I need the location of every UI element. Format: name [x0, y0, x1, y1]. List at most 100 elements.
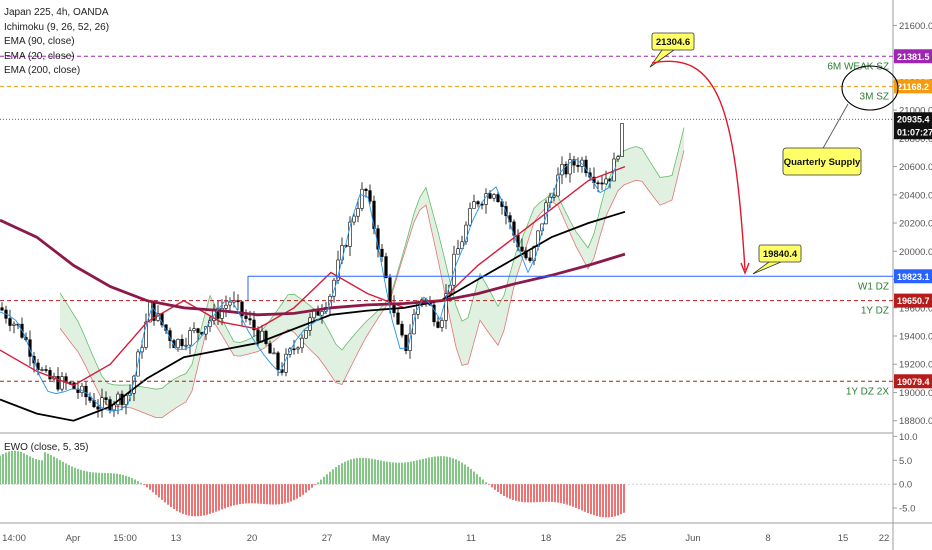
ewo-tick-label: 10.0 — [899, 432, 918, 443]
candle-body — [556, 174, 560, 197]
candle-body — [224, 304, 228, 309]
candle-body — [488, 193, 492, 199]
zone-label-3: 1Y DZ — [861, 306, 889, 317]
zone-label-4: 1Y DZ 2X — [846, 386, 889, 397]
candle-body — [104, 397, 108, 400]
candle-body — [344, 245, 348, 247]
candle-body — [192, 328, 196, 331]
candle-body — [144, 321, 148, 348]
zone-label-1: 3M SZ — [860, 91, 889, 102]
time-label: Jun — [685, 533, 700, 544]
candle-body — [296, 347, 300, 350]
callout-top-box — [651, 32, 695, 51]
candle-body — [124, 395, 128, 405]
quarterly-pointer — [821, 103, 849, 151]
candle-body — [552, 195, 556, 198]
senkou-b-line — [59, 150, 685, 419]
candle-body — [400, 323, 404, 336]
senkou-a-line — [59, 127, 685, 390]
quarterly-text: Quarterly Supply — [784, 157, 861, 168]
time-label: 11 — [466, 533, 476, 544]
candle-body — [56, 375, 60, 390]
zone-label-0: 6M WEAK SZ — [827, 61, 889, 72]
candle-body — [244, 315, 248, 319]
time-label: 13 — [171, 533, 182, 544]
time-label: 22 — [879, 533, 890, 544]
candle-body — [108, 399, 112, 411]
candle-body — [572, 159, 576, 166]
candle-body — [604, 178, 608, 185]
candle-body — [272, 352, 276, 355]
candle-body — [28, 339, 32, 357]
candle-body — [176, 338, 180, 349]
candle-body — [492, 194, 496, 199]
candle-body — [456, 248, 460, 255]
candle-body — [464, 224, 468, 243]
candle-body — [228, 301, 232, 306]
projection-arrow — [651, 60, 746, 271]
candle-body — [48, 370, 52, 380]
zone-badge-0-text: 21381.5 — [897, 52, 930, 62]
zone-badge-4 — [894, 374, 932, 389]
time-label: 25 — [616, 533, 627, 544]
time-label: Apr — [66, 533, 81, 544]
projection-arrowhead — [740, 262, 750, 275]
candle-body — [460, 241, 464, 250]
legend-symbol[interactable]: Japan 225, 4h, OANDA — [4, 7, 109, 18]
price-tick-label: 21000.0 — [899, 106, 932, 117]
last-price-text: 20935.4 — [897, 115, 930, 125]
price-tick-label: 20400.0 — [899, 190, 932, 201]
zone-badge-3-text: 19650.7 — [897, 296, 930, 306]
indicator-lines — [0, 158, 626, 422]
candle-body — [292, 348, 296, 351]
last-price-badge — [894, 112, 932, 140]
callout-top-text: 21304.6 — [656, 37, 690, 48]
candle-body — [40, 369, 44, 371]
price-axis[interactable]: 21600.021400.021200.021000.020800.020600… — [893, 21, 932, 515]
candle-body — [0, 307, 4, 311]
price-tick-label: 20000.0 — [899, 247, 932, 258]
legend-ema200[interactable]: EMA (200, close) — [4, 65, 81, 76]
zone-badge-3 — [894, 293, 932, 308]
ewo-histogram — [0, 450, 625, 518]
price-tick-label: 20200.0 — [899, 219, 932, 230]
price-tick-label: 19600.0 — [899, 303, 932, 314]
price-tick-label: 18800.0 — [899, 416, 932, 427]
candle-body — [476, 201, 480, 205]
candle-body — [304, 330, 308, 339]
time-axis[interactable]: 14:00 Apr 15:00 13 20 27 May 11 18 25 Jun 8 15 22 — [2, 533, 889, 544]
callout-bottom-text: 19840.4 — [763, 249, 798, 260]
time-label: 15 — [838, 533, 849, 544]
time-label: 27 — [322, 533, 333, 544]
candle-body — [184, 344, 188, 347]
legend-ema90[interactable]: EMA (90, close) — [4, 36, 75, 47]
legend-ema20[interactable]: EMA (20, close) — [4, 50, 75, 62]
ewo-tick-label: -5.0 — [899, 504, 915, 515]
candle-body — [240, 301, 244, 317]
zone-label-2: W1 DZ — [858, 281, 889, 292]
candle-body — [220, 307, 224, 319]
candle-body — [496, 194, 500, 202]
candle-body — [576, 164, 580, 167]
candle-body — [620, 123, 624, 158]
quarterly-box — [782, 147, 862, 176]
candle-body — [372, 200, 376, 229]
zone-badge-2-text: 19823.1 — [897, 272, 930, 282]
ema200-line — [0, 218, 626, 317]
candle-body — [596, 182, 600, 185]
candle-body — [520, 246, 524, 252]
candle-body — [360, 188, 364, 209]
ewo-legend[interactable]: EWO (close, 5, 35) — [4, 442, 89, 453]
zone-lines: 6M WEAK SZ 3M SZ W1 DZ 1Y DZ 1Y DZ 2X — [0, 55, 893, 397]
legend-ichimoku[interactable]: Ichimoku (9, 26, 52, 26) — [4, 21, 110, 33]
candle-body — [188, 330, 192, 346]
candle-body — [412, 313, 416, 335]
candle-body — [356, 208, 360, 217]
candle-body — [384, 256, 388, 279]
ewo-tick-label: 0.0 — [899, 480, 912, 491]
candle-body — [260, 330, 264, 342]
candle-body — [440, 320, 444, 328]
candle-body — [568, 159, 572, 175]
